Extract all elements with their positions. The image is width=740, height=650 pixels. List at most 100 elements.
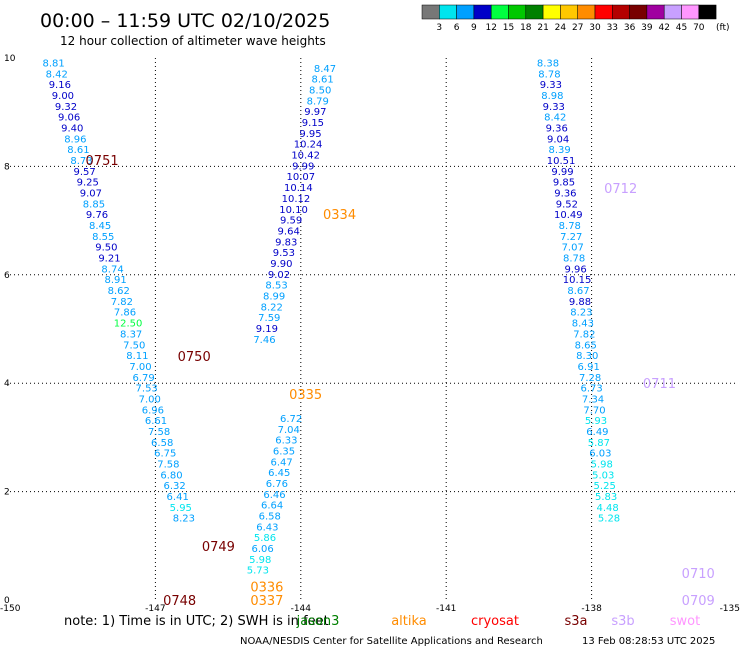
wave-height-value: 9.36 — [554, 189, 576, 200]
legend-swatch — [456, 4, 475, 20]
x-tick-label: -144 — [291, 604, 312, 614]
wave-height-value: 5.28 — [598, 514, 620, 525]
wave-height-value: 8.74 — [101, 264, 123, 275]
y-tick-label: 0 — [4, 596, 10, 606]
legend-swatch — [473, 4, 492, 20]
wave-height-value: 7.00 — [139, 394, 161, 405]
wave-height-value: 10.49 — [554, 210, 583, 221]
legend-label: 21 — [537, 23, 548, 33]
wave-height-value: 9.95 — [299, 129, 321, 140]
wave-height-value: 7.58 — [148, 427, 170, 438]
wave-height-value: 7.59 — [258, 313, 280, 324]
wave-height-value: 5.83 — [595, 492, 617, 503]
wave-height-value: 6.06 — [251, 544, 273, 555]
legend-swatch — [646, 4, 665, 20]
wave-height-value: 6.58 — [151, 438, 173, 449]
wave-height-value: 5.87 — [588, 438, 610, 449]
wave-height-value: 7.28 — [579, 373, 601, 384]
wave-height-value: 8.91 — [105, 275, 127, 286]
legend-swatch — [542, 4, 561, 20]
wave-height-value: 8.61 — [67, 145, 89, 156]
wave-height-value: 5.95 — [170, 503, 192, 514]
pass-time-label: 0750 — [178, 350, 211, 365]
wave-height-value: 9.40 — [61, 123, 83, 134]
pass-time-label: 0709 — [682, 594, 715, 609]
wave-height-value: 8.22 — [261, 302, 283, 313]
wave-height-value: 10.51 — [547, 156, 576, 167]
chart-subtitle: 12 hour collection of altimeter wave hei… — [60, 34, 326, 48]
pass-time-label: 0749 — [202, 540, 235, 555]
wave-height-value: 8.78 — [559, 221, 581, 232]
legend-swatch — [594, 4, 613, 20]
pass-time-label: 0334 — [323, 208, 356, 223]
legend-swatch — [681, 4, 700, 20]
legend-label: 9 — [471, 23, 477, 33]
wave-height-value: 8.11 — [126, 351, 148, 362]
wave-height-value: 6.45 — [268, 468, 290, 479]
wave-height-value: 9.88 — [569, 297, 591, 308]
wave-height-value: 7.07 — [562, 243, 584, 254]
x-tick-label: -150 — [0, 604, 21, 614]
wave-height-value: 10.24 — [294, 140, 323, 151]
legend-swatch — [698, 4, 717, 20]
wave-height-value: 7.46 — [253, 335, 275, 346]
x-tick-label: -138 — [581, 604, 602, 614]
wave-height-value: 7.58 — [157, 460, 179, 471]
wave-height-value: 6.79 — [132, 373, 154, 384]
x-tick-label: -141 — [436, 604, 456, 614]
wave-height-value: 8.37 — [120, 329, 142, 340]
legend-swatch — [577, 4, 596, 20]
wave-height-value: 9.96 — [564, 264, 586, 275]
altimeter-tracks: 8.818.429.169.009.329.069.408.968.618.73… — [42, 58, 620, 576]
wave-height-value: 9.76 — [86, 210, 108, 221]
satellite-name: cryosat — [471, 614, 519, 629]
legend-label: 39 — [641, 23, 653, 33]
wave-height-value: 9.19 — [256, 324, 278, 335]
wave-height-value: 7.86 — [114, 308, 136, 319]
wave-height-value: 8.67 — [567, 286, 589, 297]
wave-height-value: 9.52 — [556, 199, 578, 210]
legend-label: 42 — [658, 23, 669, 33]
wave-height-value: 8.65 — [575, 340, 597, 351]
wave-height-value: 5.98 — [249, 555, 271, 566]
wave-height-value: 8.96 — [64, 134, 86, 145]
wave-height-value: 10.12 — [282, 194, 311, 205]
wave-height-value: 6.64 — [261, 501, 283, 512]
wave-height-value: 6.32 — [163, 481, 185, 492]
wave-height-value: 6.35 — [273, 446, 295, 457]
wave-height-value: 8.62 — [108, 286, 130, 297]
wave-height-value: 8.98 — [541, 91, 563, 102]
wave-height-value: 7.34 — [582, 394, 604, 405]
wave-height-value: 7.53 — [136, 384, 158, 395]
wave-height-value: 12.50 — [114, 319, 143, 330]
y-tick-label: 4 — [4, 379, 10, 389]
wave-height-value: 9.90 — [270, 259, 292, 270]
footer-note: note: 1) Time is in UTC; 2) SWH is in fe… — [64, 614, 329, 629]
wave-height-value: 10.15 — [563, 275, 592, 286]
wave-height-value: 9.04 — [547, 134, 569, 145]
wave-height-value: 9.99 — [551, 167, 573, 178]
wave-height-value: 8.42 — [46, 69, 68, 80]
legend-label: 15 — [503, 23, 514, 33]
wave-height-value: 8.85 — [83, 199, 105, 210]
wave-height-value: 9.33 — [540, 80, 562, 91]
x-tick-label: -147 — [145, 604, 165, 614]
satellite-name: altika — [391, 614, 427, 629]
legend-label: 18 — [520, 23, 532, 33]
legend-label: 36 — [624, 23, 636, 33]
wave-height-value: 7.00 — [129, 362, 151, 373]
wave-height-value: 6.80 — [160, 470, 182, 481]
footer-timestamp: 13 Feb 08:28:53 UTC 2025 — [582, 636, 715, 647]
wave-height-value: 6.43 — [256, 522, 278, 533]
satellite-name: s3b — [611, 614, 634, 629]
wave-height-value: 4.48 — [596, 503, 618, 514]
legend-swatch — [439, 4, 457, 20]
legend-label: 70 — [693, 23, 705, 33]
pass-time-label: 0336 — [250, 580, 283, 595]
wave-height-value: 5.73 — [247, 566, 269, 577]
wave-height-value: 10.10 — [279, 205, 308, 216]
legend-label: 24 — [555, 23, 567, 33]
wave-height-value: 8.73 — [70, 156, 92, 167]
wave-height-value: 6.61 — [145, 416, 167, 427]
